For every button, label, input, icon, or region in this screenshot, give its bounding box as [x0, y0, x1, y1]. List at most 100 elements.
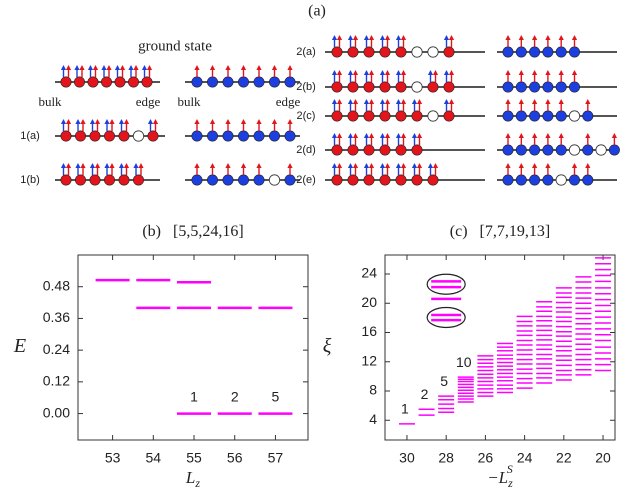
single-site — [207, 174, 219, 186]
arrow-head — [379, 99, 386, 104]
arrow-head — [128, 65, 134, 70]
arrow-head — [532, 70, 538, 75]
x-label-sup: S — [507, 462, 513, 476]
arrow-head — [133, 163, 139, 168]
arrow-head — [89, 119, 96, 124]
arrow-head — [363, 99, 370, 104]
double-site — [118, 130, 130, 142]
single-site — [238, 130, 250, 142]
arrow-head — [347, 99, 354, 104]
double-site — [347, 46, 359, 58]
arrow-head — [545, 133, 551, 138]
single-site — [222, 76, 234, 88]
single-site — [222, 130, 234, 142]
arrow-head — [331, 133, 338, 138]
arrow-head — [94, 163, 101, 168]
arrow-head — [352, 163, 359, 168]
arrow-head — [225, 65, 231, 70]
arrow-head — [87, 65, 94, 70]
arrow-head — [287, 65, 293, 70]
single-site — [529, 144, 541, 156]
double-site — [89, 174, 101, 186]
arrow-head — [505, 35, 511, 40]
y-tick-label: 24 — [361, 265, 377, 281]
arrow-head — [558, 99, 564, 104]
double-site — [379, 174, 391, 186]
single-site — [529, 174, 541, 186]
x-axis-label: Lz — [185, 468, 200, 490]
double-site — [118, 174, 130, 186]
empty-site — [555, 174, 567, 186]
arrow-head — [368, 35, 375, 40]
single-site — [515, 81, 527, 93]
x-axis-label: −LzS — [487, 462, 513, 490]
double-site — [331, 144, 343, 156]
arrow-head — [532, 163, 538, 168]
arrow-head — [545, 35, 551, 40]
arrow-head — [138, 163, 144, 168]
arrow-head — [287, 163, 293, 168]
double-site — [331, 46, 343, 58]
arrow-head — [133, 65, 139, 70]
arrow-head — [65, 163, 72, 168]
double-site — [379, 110, 391, 122]
arrow-head — [518, 163, 524, 168]
arrow-head — [347, 35, 354, 40]
panel-label: (c) — [450, 223, 468, 240]
arrow-head — [225, 163, 231, 168]
arrow-head — [336, 70, 343, 75]
arrow-head — [363, 133, 370, 138]
single-site — [284, 130, 296, 142]
y-tick-label: 0.36 — [43, 309, 70, 325]
arrow-head — [80, 163, 86, 168]
arrow-head — [505, 133, 511, 138]
arrow-head — [400, 35, 407, 40]
arrow-head — [532, 35, 538, 40]
arrow-head — [585, 99, 591, 104]
arrow-head — [194, 119, 200, 124]
x-tick-label: 53 — [105, 450, 121, 466]
double-site — [363, 81, 375, 93]
arrow-head — [411, 99, 418, 104]
single-site — [502, 174, 514, 186]
arrow-head — [384, 133, 391, 138]
arrow-head — [416, 133, 423, 138]
arrow-head — [448, 99, 455, 104]
chart-title: (c) [7,7,19,13] — [450, 223, 550, 240]
arrow-head — [271, 65, 278, 70]
y-tick-label: 0.12 — [43, 373, 70, 389]
y-axis-label: ξ — [323, 335, 332, 357]
inset-ring — [426, 306, 466, 329]
arrow-head — [448, 70, 455, 75]
arrow-head — [545, 70, 551, 75]
single-site — [568, 174, 580, 186]
arrow-head — [92, 65, 99, 70]
arrow-head — [123, 119, 130, 124]
double-site — [363, 110, 375, 122]
single-site — [555, 110, 567, 122]
double-site — [395, 46, 407, 58]
single-site — [502, 46, 514, 58]
arrow-head — [60, 119, 67, 124]
single-site — [191, 174, 203, 186]
arrow-head — [384, 99, 391, 104]
arrow-head — [119, 65, 126, 70]
count-label: 5 — [440, 373, 448, 389]
double-site — [411, 174, 423, 186]
double-site — [395, 174, 407, 186]
double-site — [101, 76, 113, 88]
arrow-head — [518, 99, 524, 104]
arrow-head — [384, 163, 391, 168]
arrow-head — [395, 133, 402, 138]
arrow-head — [363, 35, 370, 40]
chart-title-text: [7,7,19,13] — [480, 223, 551, 240]
row-label: 2(b) — [296, 81, 316, 93]
arrow-head — [368, 99, 375, 104]
arrow-head — [352, 133, 359, 138]
double-site — [331, 81, 343, 93]
single-site — [582, 110, 594, 122]
double-site — [104, 130, 116, 142]
single-site — [568, 81, 580, 93]
arrow-head — [518, 70, 524, 75]
